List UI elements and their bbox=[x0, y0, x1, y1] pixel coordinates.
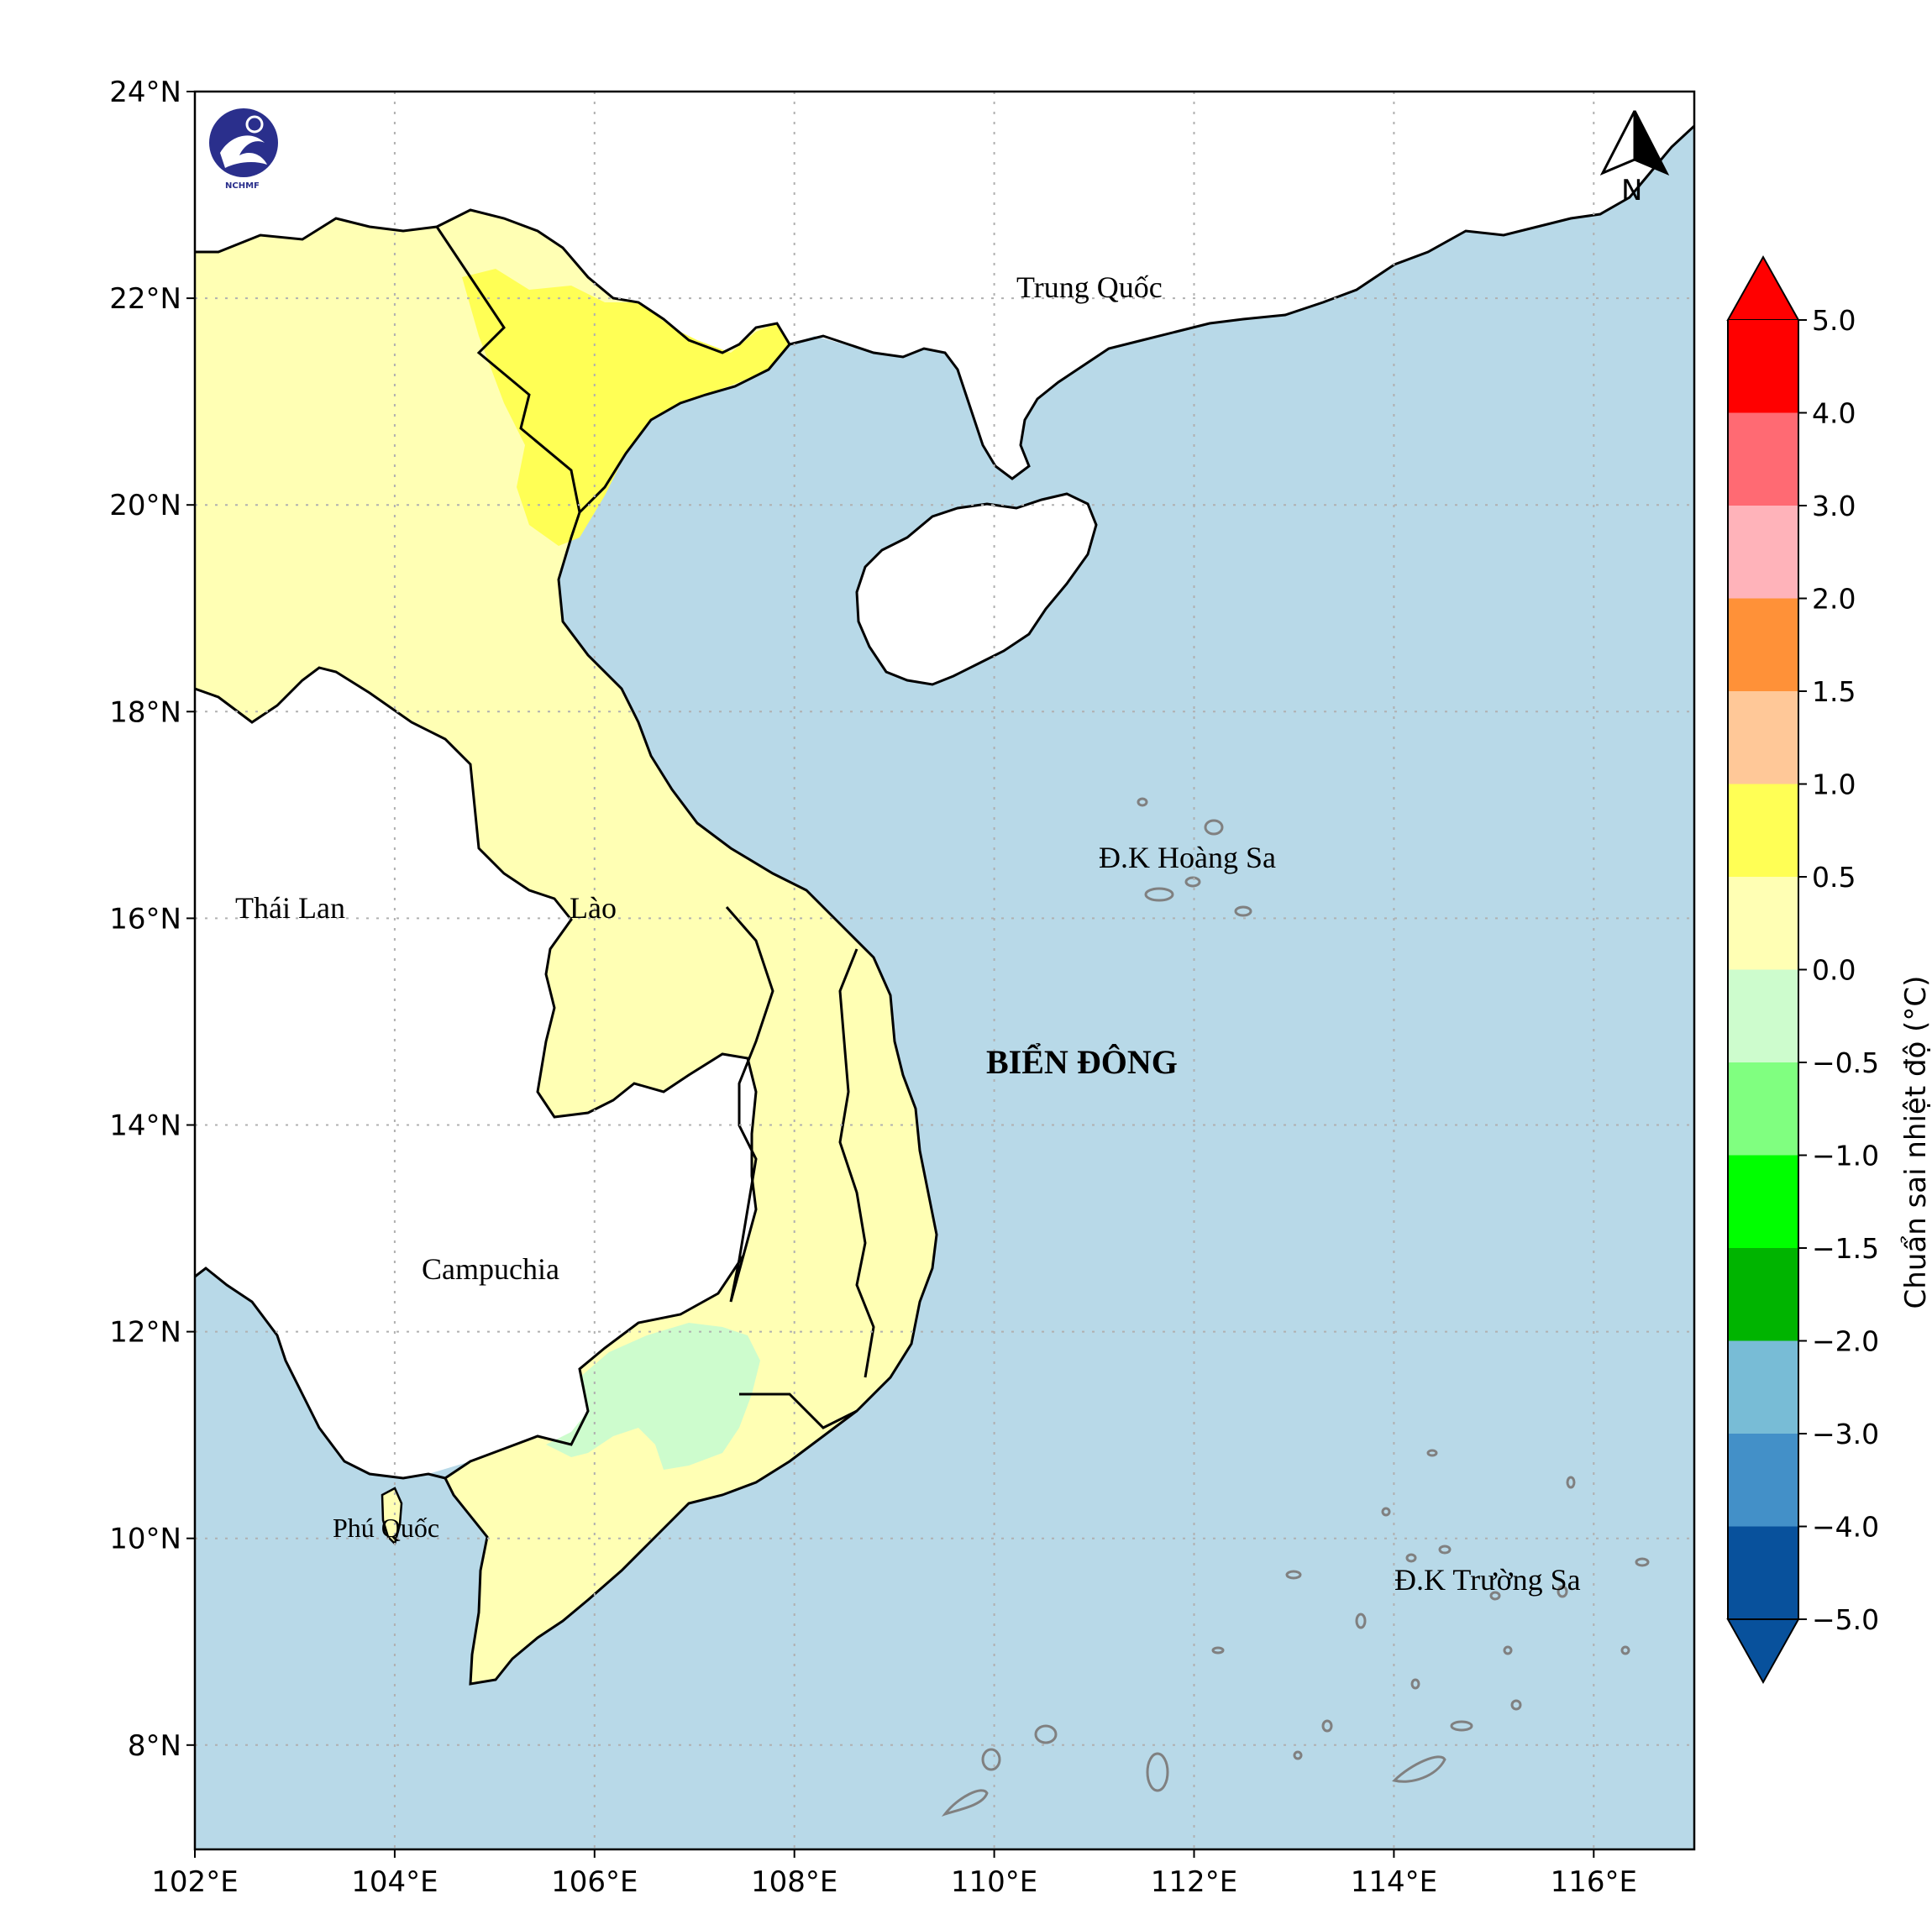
logo-text: NCHMF bbox=[225, 181, 260, 191]
lon-tick-label: 106°E bbox=[551, 1865, 638, 1899]
china-landmass bbox=[195, 92, 1694, 479]
lat-tick-label: 16°N bbox=[109, 902, 181, 936]
label-truong-sa: Đ.K Trường Sa bbox=[1394, 1563, 1581, 1597]
lat-tick-label: 14°N bbox=[109, 1109, 181, 1143]
logo-sun-icon bbox=[245, 115, 264, 134]
colorbar: 5.0 4.0 3.0 2.0 1.5 1.0 0.5 0.0 −0.5 −1.0 −1.5 −2.0… bbox=[1726, 254, 1879, 1685]
colorbar-tick-label: −4.0 bbox=[1812, 1511, 1879, 1544]
north-arrow-letter: N bbox=[1621, 174, 1642, 207]
reef-outlines bbox=[941, 797, 1650, 1817]
colorbar-segment bbox=[1728, 1434, 1798, 1527]
lon-tick-label: 104°E bbox=[351, 1865, 438, 1899]
vietnam-anomaly-0-0.5 bbox=[195, 210, 937, 1684]
logo-wave-icon bbox=[220, 135, 267, 168]
lon-tick-label: 114°E bbox=[1351, 1865, 1437, 1899]
lon-tick-label: 116°E bbox=[1551, 1865, 1637, 1899]
colorbar-tick-label: 0.5 bbox=[1812, 861, 1856, 894]
lat-tick-label: 20°N bbox=[109, 489, 181, 522]
label-laos: Lào bbox=[570, 891, 617, 925]
colorbar-segment bbox=[1728, 320, 1798, 413]
colorbar-tick-label: 2.0 bbox=[1812, 583, 1856, 616]
lat-tick-label: 18°N bbox=[109, 695, 181, 729]
colorbar-tick-label: 3.0 bbox=[1812, 490, 1856, 522]
colorbar-tick-label: −2.0 bbox=[1812, 1325, 1879, 1358]
map-frame bbox=[193, 90, 1696, 1851]
colorbar-segment bbox=[1728, 969, 1798, 1063]
colorbar-tick-label: −0.5 bbox=[1812, 1046, 1879, 1079]
label-hoang-sa: Đ.K Hoàng Sa bbox=[1099, 841, 1276, 874]
label-thailand: Thái Lan bbox=[235, 891, 345, 925]
colorbar-segment bbox=[1728, 598, 1798, 692]
colorbar-segment bbox=[1728, 1340, 1798, 1434]
phu-quoc-island bbox=[381, 1487, 403, 1546]
hainan-island bbox=[857, 494, 1096, 684]
lon-tick-label: 108°E bbox=[751, 1865, 837, 1899]
colorbar-extend-min bbox=[1726, 1618, 1800, 1685]
colorbar-segment bbox=[1728, 1062, 1798, 1156]
colorbar-segment bbox=[1728, 877, 1798, 970]
colorbar-tick-label: −1.0 bbox=[1812, 1140, 1879, 1172]
label-cambodia: Campuchia bbox=[422, 1252, 559, 1286]
colorbar-tick-label: 1.5 bbox=[1812, 675, 1856, 708]
colorbar-tick-label: −3.0 bbox=[1812, 1418, 1879, 1450]
lat-tick-label: 10°N bbox=[109, 1523, 181, 1556]
land-layer bbox=[195, 92, 1694, 1817]
longitude-axis: 102°E 104°E 106°E 108°E 110°E 112°E 114°E 116°E bbox=[151, 1849, 1637, 1899]
colorbar-tick-label: 0.0 bbox=[1812, 954, 1856, 987]
colorbar-tick-label: 1.0 bbox=[1812, 768, 1856, 801]
label-phu-quoc: Phú Quốc bbox=[333, 1513, 439, 1543]
lat-tick-label: 8°N bbox=[128, 1729, 181, 1763]
lat-tick-label: 22°N bbox=[109, 282, 181, 316]
colorbar-segment bbox=[1728, 1248, 1798, 1341]
colorbar-segment bbox=[1728, 506, 1798, 599]
label-sea: BIỂN ĐÔNG bbox=[986, 1042, 1178, 1081]
colorbar-segment bbox=[1728, 1155, 1798, 1249]
colorbar-tick-label: 5.0 bbox=[1812, 304, 1856, 337]
lat-tick-label: 12°N bbox=[109, 1316, 181, 1350]
colorbar-title: Chuẩn sai nhiệt độ (°C) bbox=[1899, 976, 1932, 1309]
lon-tick-label: 110°E bbox=[951, 1865, 1037, 1899]
north-arrow: N bbox=[1599, 110, 1670, 207]
colorbar-segment bbox=[1728, 691, 1798, 784]
north-arrow-right-icon bbox=[1633, 110, 1670, 176]
vietnam-anomaly-neg0.5-0 bbox=[546, 1323, 760, 1470]
colorbar-tick-label: 4.0 bbox=[1812, 397, 1856, 430]
nchmf-logo: NCHMF bbox=[209, 108, 278, 191]
latitude-axis: 24°N 22°N 20°N 18°N 16°N 14°N 12°N 10°N 8°N bbox=[109, 76, 195, 1763]
lat-tick-label: 24°N bbox=[109, 76, 181, 109]
colorbar-tick-label: −1.5 bbox=[1812, 1232, 1879, 1265]
colorbar-tick-label: −5.0 bbox=[1812, 1603, 1879, 1636]
colorbar-segment bbox=[1728, 412, 1798, 506]
colorbar-extend-max bbox=[1726, 254, 1800, 321]
label-china: Trung Quốc bbox=[1016, 270, 1163, 304]
gridlines bbox=[195, 92, 1694, 1849]
lon-tick-label: 112°E bbox=[1151, 1865, 1237, 1899]
lon-tick-label: 102°E bbox=[151, 1865, 238, 1899]
colorbar-segment bbox=[1728, 1526, 1798, 1620]
vietnam-anomaly-0.5-1 bbox=[462, 269, 790, 546]
colorbar-segment bbox=[1728, 784, 1798, 878]
country-borders bbox=[195, 124, 1694, 1686]
indochina-landmass bbox=[195, 668, 756, 1478]
